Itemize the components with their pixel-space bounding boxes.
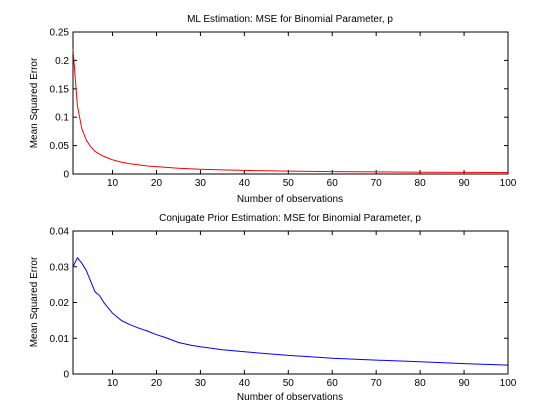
x-tick-label: 90 bbox=[458, 378, 470, 389]
x-ticks: 10 20 30 40 50 60 70 80 90 100 bbox=[107, 231, 517, 389]
y-tick-label: 0.04 bbox=[50, 227, 70, 238]
series-line-ml bbox=[72, 48, 509, 173]
y-tick-label: 0 bbox=[63, 170, 69, 181]
chart-title: Conjugate Prior Estimation: MSE for Bino… bbox=[159, 213, 421, 224]
plot-frame bbox=[72, 31, 509, 175]
y-tick-label: 0.15 bbox=[50, 84, 70, 95]
x-tick-label: 20 bbox=[151, 378, 163, 389]
x-tick-label: 60 bbox=[327, 178, 339, 189]
x-tick-label: 60 bbox=[327, 378, 339, 389]
plot-frame bbox=[72, 230, 509, 375]
x-ticks: 10 20 30 40 50 60 70 80 90 100 bbox=[107, 32, 517, 189]
y-tick-label: 0.01 bbox=[50, 334, 70, 345]
x-tick-label: 70 bbox=[371, 378, 383, 389]
x-tick-label: 10 bbox=[107, 378, 119, 389]
x-tick-label: 40 bbox=[239, 178, 251, 189]
chart-ml-estimation: ML Estimation: MSE for Binomial Paramete… bbox=[29, 14, 517, 205]
chart-title: ML Estimation: MSE for Binomial Paramete… bbox=[187, 14, 393, 25]
x-tick-label: 70 bbox=[371, 178, 383, 189]
x-axis-label: Number of observations bbox=[237, 194, 343, 205]
y-axis-label: Mean Squared Error bbox=[29, 256, 40, 347]
x-tick-label: 30 bbox=[195, 178, 207, 189]
y-ticks: 0 0.01 0.02 0.03 0.04 bbox=[50, 227, 508, 381]
y-tick-label: 0.2 bbox=[55, 56, 69, 67]
y-tick-label: 0 bbox=[63, 370, 69, 381]
y-tick-label: 0.25 bbox=[50, 28, 70, 39]
y-tick-label: 0.03 bbox=[50, 262, 70, 273]
series-line-conjugate bbox=[72, 256, 509, 366]
y-tick-label: 0.02 bbox=[50, 298, 70, 309]
x-axis-label: Number of observations bbox=[237, 392, 343, 403]
y-ticks: 0 0.05 0.1 0.15 0.2 0.25 bbox=[50, 28, 508, 181]
chart-conjugate-prior-estimation: Conjugate Prior Estimation: MSE for Bino… bbox=[29, 213, 517, 403]
y-tick-label: 0.05 bbox=[50, 141, 70, 152]
x-tick-label: 80 bbox=[415, 178, 427, 189]
x-tick-label: 80 bbox=[415, 378, 427, 389]
y-tick-label: 0.1 bbox=[55, 113, 69, 124]
x-tick-label: 100 bbox=[500, 178, 517, 189]
y-axis-label: Mean Squared Error bbox=[29, 57, 40, 148]
x-tick-label: 50 bbox=[283, 378, 295, 389]
x-tick-label: 100 bbox=[500, 378, 517, 389]
x-tick-label: 40 bbox=[239, 378, 251, 389]
x-tick-label: 20 bbox=[151, 178, 163, 189]
x-tick-label: 10 bbox=[107, 178, 119, 189]
x-tick-label: 50 bbox=[283, 178, 295, 189]
x-tick-label: 90 bbox=[458, 178, 470, 189]
x-tick-label: 30 bbox=[195, 378, 207, 389]
